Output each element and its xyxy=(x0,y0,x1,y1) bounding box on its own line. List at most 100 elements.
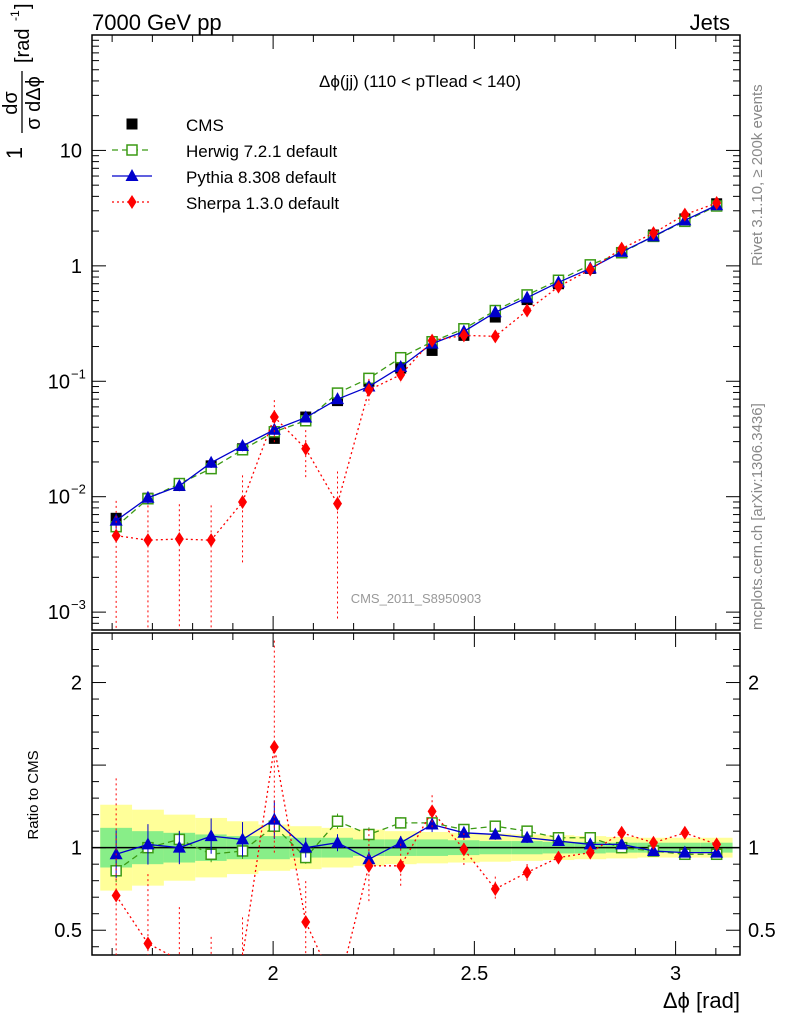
ratio-data-point xyxy=(141,837,155,850)
y-tick-label: 10 xyxy=(48,602,70,624)
data-point xyxy=(267,422,281,435)
legend-label: CMS xyxy=(186,116,224,135)
data-point xyxy=(111,528,121,543)
ratio-data-point xyxy=(143,936,153,951)
ratio-data-point xyxy=(364,858,374,873)
data-point xyxy=(204,455,218,468)
ratio-data-point xyxy=(680,825,690,840)
ratio-data-point xyxy=(396,858,406,873)
data-point xyxy=(488,305,502,318)
y-label-sigma-dphi: σ dΔϕ xyxy=(23,76,45,130)
ratio-data-point xyxy=(583,837,597,850)
data-point xyxy=(648,226,658,241)
x-tick-label: 2.5 xyxy=(460,963,488,985)
ratio-data-point xyxy=(459,842,469,857)
data-point xyxy=(617,241,627,256)
legend-label: Pythia 8.308 default xyxy=(186,168,337,187)
data-point xyxy=(299,410,313,423)
ratio-panel: 2 2 1 1 0.5 0.5 xyxy=(54,632,776,956)
legend-marker xyxy=(126,144,138,156)
ratio-data-point xyxy=(712,837,722,852)
ratio-data-point xyxy=(269,739,279,754)
ratio-data-point xyxy=(522,865,532,880)
ratio-data-point xyxy=(172,840,186,853)
ratio-data-point xyxy=(488,827,502,840)
ratio-data-point xyxy=(646,843,660,856)
ratio-data-point xyxy=(204,829,218,842)
x-axis-label: Δϕ [rad] xyxy=(663,988,740,1013)
chart-title: Δϕ(jj) (110 < pTlead < 140) xyxy=(319,72,521,91)
mcplots-label: mcplots.cern.ch [arXiv:1306.3436] xyxy=(749,403,766,630)
header-left: 7000 GeV pp xyxy=(92,10,222,35)
ratio-data-point xyxy=(267,812,281,825)
legend-label: Herwig 7.2.1 default xyxy=(186,142,337,161)
ratio-data-point xyxy=(111,888,121,903)
ratio-data-point xyxy=(551,834,565,847)
ratio-y-tick-label: 2 xyxy=(71,673,82,695)
data-point xyxy=(333,496,343,511)
ratio-series xyxy=(109,640,724,955)
data-point xyxy=(268,432,280,444)
data-point xyxy=(522,303,532,318)
ratio-data-point xyxy=(615,837,629,850)
y-label-unit-exponent: -1 xyxy=(8,10,22,21)
data-point xyxy=(394,359,408,372)
y-tick-label-exponent: −3 xyxy=(71,597,86,612)
data-point xyxy=(174,532,184,547)
ratio-data-point xyxy=(427,804,437,819)
data-point xyxy=(238,494,248,509)
ratio-data-point xyxy=(236,832,250,845)
ratio-y-tick-label-right: 1 xyxy=(748,838,759,860)
y-label-unit-close: ] xyxy=(12,3,34,9)
ratio-data-point xyxy=(648,835,658,850)
x-tick-label: 3 xyxy=(670,963,681,985)
ratio-frame xyxy=(91,632,741,956)
y-tick-label-exponent: −1 xyxy=(71,366,86,381)
data-point xyxy=(427,333,437,348)
y-label-numerator-one: 1 xyxy=(2,147,27,159)
ratio-series-line xyxy=(115,818,717,860)
ratio-data-point xyxy=(617,825,627,840)
y-tick-label: 1 xyxy=(71,256,82,278)
data-point xyxy=(585,262,595,277)
main-frame xyxy=(91,34,741,631)
y-tick-label-exponent: −2 xyxy=(71,482,86,497)
legend: CMS Herwig 7.2.1 default Pythia 8.308 defa… xyxy=(112,116,339,213)
data-point xyxy=(143,533,153,548)
data-point xyxy=(520,290,534,303)
legend-marker xyxy=(125,169,139,181)
y-tick-label: 10 xyxy=(48,487,70,509)
ratio-data-point xyxy=(710,845,724,858)
data-point xyxy=(331,392,345,405)
y-axis-label-main: 1 dσ σ dΔϕ [rad -1] xyxy=(0,3,45,159)
ratio-data-point xyxy=(585,845,595,860)
ratio-data-point xyxy=(331,835,345,848)
ratio-data-point xyxy=(394,835,408,848)
data-point xyxy=(459,328,469,343)
ratio-data-point xyxy=(301,914,311,929)
y-label-dsigma: dσ xyxy=(0,91,22,115)
data-point xyxy=(172,478,186,491)
data-point xyxy=(301,441,311,456)
ratio-data-point xyxy=(109,847,123,860)
ratio-data-point xyxy=(520,830,534,843)
ratio-data-point xyxy=(553,850,563,865)
data-point xyxy=(364,383,374,398)
ratio-data-point xyxy=(394,817,407,829)
header-right: Jets xyxy=(690,10,730,35)
data-point xyxy=(553,279,563,294)
data-point xyxy=(490,329,500,344)
ratio-data-point xyxy=(331,815,344,827)
data-point xyxy=(396,367,406,382)
data-point xyxy=(680,207,690,222)
ratio-data-point xyxy=(457,825,471,838)
data-point xyxy=(206,533,216,548)
x-tick-label: 2 xyxy=(268,963,279,985)
ratio-y-tick-label: 0.5 xyxy=(54,920,82,942)
ratio-y-tick-label-right: 0.5 xyxy=(748,920,776,942)
ratio-y-tick-label: 1 xyxy=(71,838,82,860)
legend-marker xyxy=(126,118,138,130)
main-series xyxy=(109,196,724,630)
y-tick-label: 10 xyxy=(48,371,70,393)
